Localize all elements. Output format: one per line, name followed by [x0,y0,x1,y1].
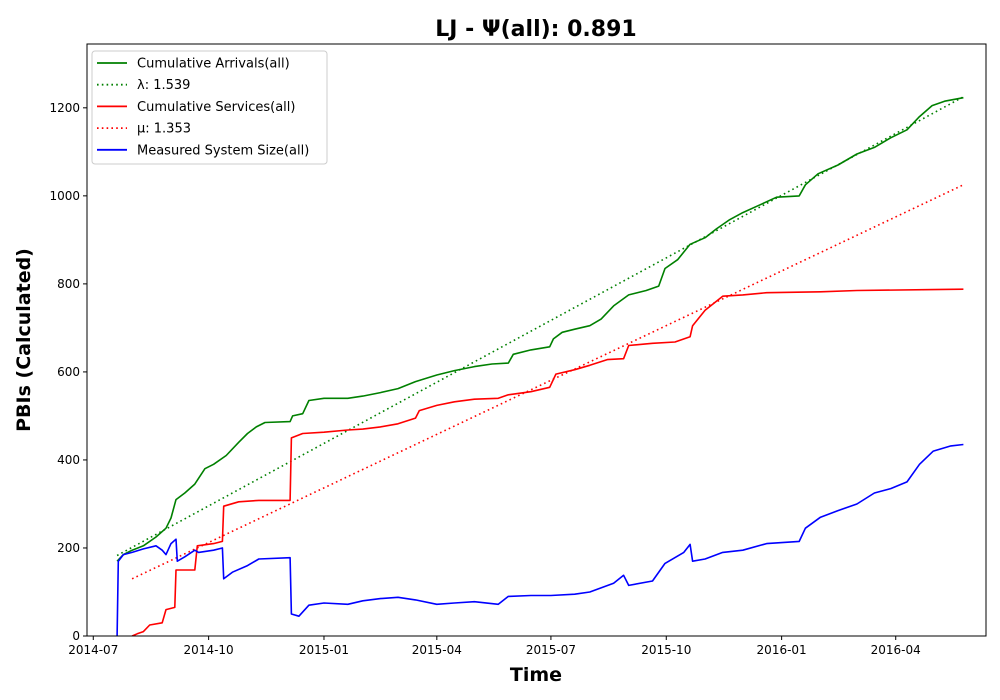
x-tick-label: 2015-01 [299,643,349,657]
legend: Cumulative Arrivals(all) λ: 1.539 Cumulati… [91,50,328,165]
x-tick-label: 2016-04 [871,643,921,657]
legend-label-2: Cumulative Services(all) [137,100,295,115]
legend-label-4: Measured System Size(all) [137,143,309,158]
y-tick-label: 1200 [49,101,80,115]
x-tick-label: 2016-01 [757,643,807,657]
plot-area [86,43,987,637]
y-axis-label: PBIs (Calculated) [13,248,35,432]
y-tick-label: 200 [57,541,80,555]
chart-title: LJ - Ψ(all): 0.891 [435,17,636,42]
y-axis: 0 200 400 600 800 1000 1200 [49,101,87,643]
series-line-1 [116,96,964,557]
y-tick-label: 600 [57,365,80,379]
legend-label-1: λ: 1.539 [137,78,190,93]
plot-frame [86,43,987,637]
legend-box [91,50,328,165]
x-tick-label: 2014-10 [184,643,234,657]
y-tick-label: 800 [57,277,80,291]
x-axis-label: Time [510,664,562,686]
y-tick-label: 400 [57,453,80,467]
x-tick-label: 2015-04 [412,643,462,657]
y-tick-label: 1000 [49,189,80,203]
x-tick-label: 2015-10 [641,643,691,657]
y-tick-label: 0 [72,629,80,643]
series-line-4 [116,443,964,636]
x-tick-label: 2014-07 [68,643,118,657]
legend-label-0: Cumulative Arrivals(all) [137,57,290,72]
series-line-3 [131,184,964,580]
x-axis: 2014-07 2014-10 2015-01 2015-04 2015-07 2015-… [68,636,921,657]
legend-label-3: μ: 1.353 [137,122,191,137]
x-tick-label: 2015-07 [526,643,576,657]
series-line-2 [131,288,964,636]
series-line-0 [116,96,964,562]
series-layer [116,96,964,636]
